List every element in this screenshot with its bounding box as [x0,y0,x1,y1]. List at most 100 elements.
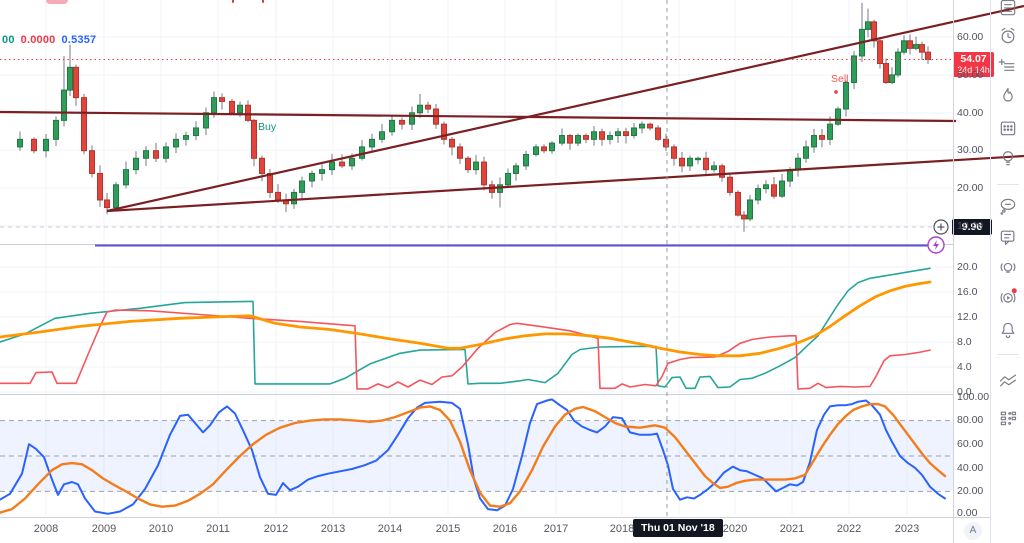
year-label-2021[interactable]: 2021 [779,523,805,535]
candle-body [747,199,753,220]
candle-body [97,172,103,201]
year-label-2011[interactable]: 2011 [206,523,230,535]
price-tick-40.00: 40.00 [957,107,984,119]
price-tick-10.00: 10.00 [957,220,984,232]
bar-countdown: 24d 14h [957,65,990,75]
sell-marker-dot [834,90,838,94]
cropped-badge-sliver [46,0,68,4]
streams-broadcast-icon[interactable] [998,287,1018,307]
candle-body [31,138,37,152]
year-label-2020[interactable]: 2020 [722,523,748,535]
candle-body [89,150,95,174]
indicator-series-di-plus[interactable] [0,267,931,390]
candle-body [81,97,87,152]
candle-body [409,112,415,125]
candle-body [523,153,529,167]
oscillator-tick-40.00: 40.00 [957,462,984,474]
candle-body [113,184,119,209]
candle-body [349,157,355,167]
candle-body [615,131,621,137]
trend-line[interactable] [106,4,1024,213]
candle-body [735,191,741,216]
oscillator-series-stoch-d[interactable] [0,402,947,514]
candle-body [591,131,597,140]
candle-body [763,184,769,190]
last-price-value: 54.07 [960,53,987,65]
calendar-icon[interactable] [998,118,1018,138]
year-label-2010[interactable]: 2010 [148,523,174,535]
candle-body [67,66,73,91]
candle-body [379,131,385,140]
year-label-2022[interactable]: 2022 [836,523,862,535]
candle-body [913,44,919,49]
notes-list-plus-icon[interactable] [998,57,1018,77]
candle-body [907,40,913,49]
candle-body [865,21,871,30]
candle-body [871,21,877,42]
thought-bubble-icon[interactable] [998,196,1018,216]
ideas-lightbulb-icon[interactable] [998,148,1018,168]
candle-body [843,81,849,110]
candle-body [291,191,297,205]
hotlist-flame-icon[interactable] [998,86,1018,106]
candle-body [133,157,139,171]
year-label-2017[interactable]: 2017 [543,523,569,535]
year-label-2009[interactable]: 2009 [91,523,117,535]
object-tree-icon[interactable] [998,371,1018,391]
candle-body [803,146,809,159]
chat-icon[interactable] [998,227,1018,247]
watchlist-icon[interactable] [998,0,1018,18]
candle-body [647,123,653,129]
indicator-tick-4.0: 4.0 [957,361,972,373]
candle-body [73,66,79,99]
candle-body [925,51,931,60]
trend-line[interactable] [106,154,1024,213]
candle-body [877,40,883,65]
candle-body [679,157,685,167]
candle-body [883,63,889,83]
candle-body [183,135,189,140]
year-label-2023[interactable]: 2023 [894,523,920,535]
candle-body [309,172,315,182]
year-label-2015[interactable]: 2015 [435,523,461,535]
candle-body [229,100,235,114]
year-label-2012[interactable]: 2012 [263,523,289,535]
indicator-tick-8.0: 8.0 [957,336,972,348]
auto-scale-button[interactable]: A [964,522,982,540]
alert-clock-icon[interactable] [998,26,1018,46]
indicator-tick-16.0: 16.0 [957,286,978,298]
indicator-series-adx[interactable] [0,280,932,358]
candle-body [513,165,519,174]
oscillator-series-stoch-k[interactable] [0,398,946,515]
indicator-series-di-minus[interactable] [0,309,931,390]
oscillator-tick-20.00: 20.00 [957,485,984,497]
year-label-2016[interactable]: 2016 [492,523,518,535]
candle-body [143,150,149,159]
candle-body [889,74,895,83]
notifications-bell-icon[interactable] [998,320,1018,340]
candle-body [567,135,573,144]
candle-body [811,135,817,148]
candle-body [583,135,589,140]
year-label-2013[interactable]: 2013 [320,523,346,535]
trend-line[interactable] [0,110,957,123]
candle-body [719,165,725,178]
buy-marker-label[interactable]: Buy [258,121,277,133]
candle-body [203,112,209,129]
toolbar-divider [997,354,1019,355]
candle-body [211,97,217,114]
price-tick-20.00: 20.00 [957,182,984,194]
year-label-2008[interactable]: 2008 [33,523,59,535]
price-tick-50.00: 50.00 [957,69,984,81]
candle-body [61,89,67,121]
candle-body [607,135,613,140]
candle-body [639,123,645,129]
dom-grid-icon[interactable] [998,408,1018,428]
indicator-tick-20.0: 20.0 [957,261,978,273]
year-label-2014[interactable]: 2014 [377,523,403,535]
price-axis-border [953,0,954,543]
oscillator-tick-0.00: 0.00 [957,507,978,519]
year-label-2018[interactable]: 2018 [609,523,635,535]
brainstorm-bulb-icon[interactable] [998,258,1018,278]
